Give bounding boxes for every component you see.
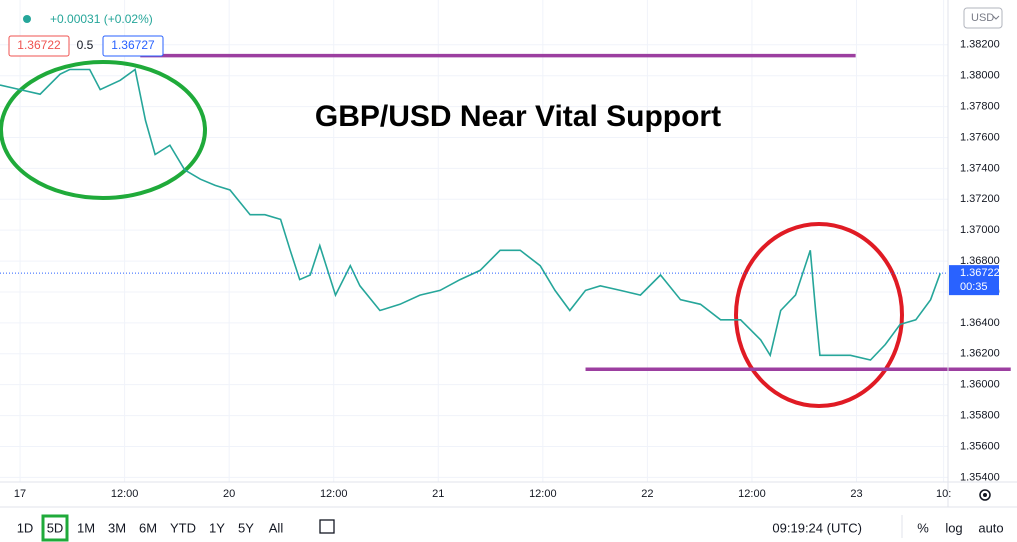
range-button[interactable]: YTD [170, 520, 196, 535]
bid-price[interactable]: 1.36722 [17, 38, 61, 52]
x-tick-label: 21 [432, 488, 444, 500]
y-tick-label: 1.37200 [960, 193, 1000, 205]
range-button[interactable]: All [269, 520, 284, 535]
y-tick-label: 1.38200 [960, 39, 1000, 51]
x-tick-label: 22 [641, 488, 653, 500]
chart-title: GBP/USD Near Vital Support [315, 100, 721, 133]
last-price-tag [949, 265, 999, 296]
calendar-icon[interactable] [319, 519, 335, 534]
range-button[interactable]: 3M [108, 520, 126, 535]
bid-box[interactable] [8, 35, 70, 57]
countdown: 00:35 [960, 281, 988, 293]
y-tick-label: 1.38000 [960, 70, 1000, 82]
last-price-label: 1.36722 [960, 267, 1000, 279]
spread: 0.5 [77, 38, 94, 52]
ask-price[interactable]: 1.36727 [111, 38, 155, 52]
dropdown-arrow [992, 15, 1000, 20]
price-line [0, 68, 941, 361]
option[interactable]: auto [978, 520, 1003, 535]
option[interactable]: log [945, 520, 962, 535]
y-tick-label: 1.37400 [960, 162, 1000, 174]
range-button[interactable]: 5D [47, 520, 64, 535]
highlight-circle [0, 60, 207, 200]
y-tick-label: 1.35600 [960, 440, 1000, 452]
y-tick-label: 1.37000 [960, 224, 1000, 236]
y-tick-label: 1.35800 [960, 409, 1000, 421]
option[interactable]: % [917, 520, 929, 535]
x-tick-label: 12:00 [529, 488, 557, 500]
x-tick-label: 12:00 [320, 488, 348, 500]
range-button[interactable]: 1Y [209, 520, 225, 535]
y-tick-label: 1.36800 [960, 255, 1000, 267]
x-tick-label: 12:00 [738, 488, 766, 500]
range-button[interactable]: 5Y [238, 520, 254, 535]
range-button[interactable]: 6M [139, 520, 157, 535]
y-tick-label: 1.37600 [960, 131, 1000, 143]
y-tick-label: 1.35400 [960, 471, 1000, 483]
price-change: +0.00031 (+0.02%) [50, 12, 153, 26]
x-tick-label: 17 [14, 488, 26, 500]
currency-select[interactable] [963, 7, 1003, 29]
currency[interactable]: USD [971, 12, 994, 24]
y-tick-label: 1.36400 [960, 317, 1000, 329]
x-tick-label: 23 [850, 488, 862, 500]
y-tick-label: 1.37800 [960, 101, 1000, 113]
status-dot [23, 15, 31, 23]
range-button[interactable]: 1D [17, 520, 34, 535]
range-highlight [41, 514, 69, 542]
ask-box[interactable] [102, 35, 164, 57]
x-tick-label: 20 [223, 488, 235, 500]
x-tick-label: 12:00 [111, 488, 139, 500]
x-tick-label: 10: [936, 488, 951, 500]
clock: 09:19:24 (UTC) [772, 520, 862, 535]
settings-icon[interactable] [979, 489, 991, 501]
range-button[interactable]: 1M [77, 520, 95, 535]
y-tick-label: 1.36000 [960, 379, 1000, 391]
highlight-circle [734, 222, 904, 408]
y-tick-label: 1.36200 [960, 348, 1000, 360]
